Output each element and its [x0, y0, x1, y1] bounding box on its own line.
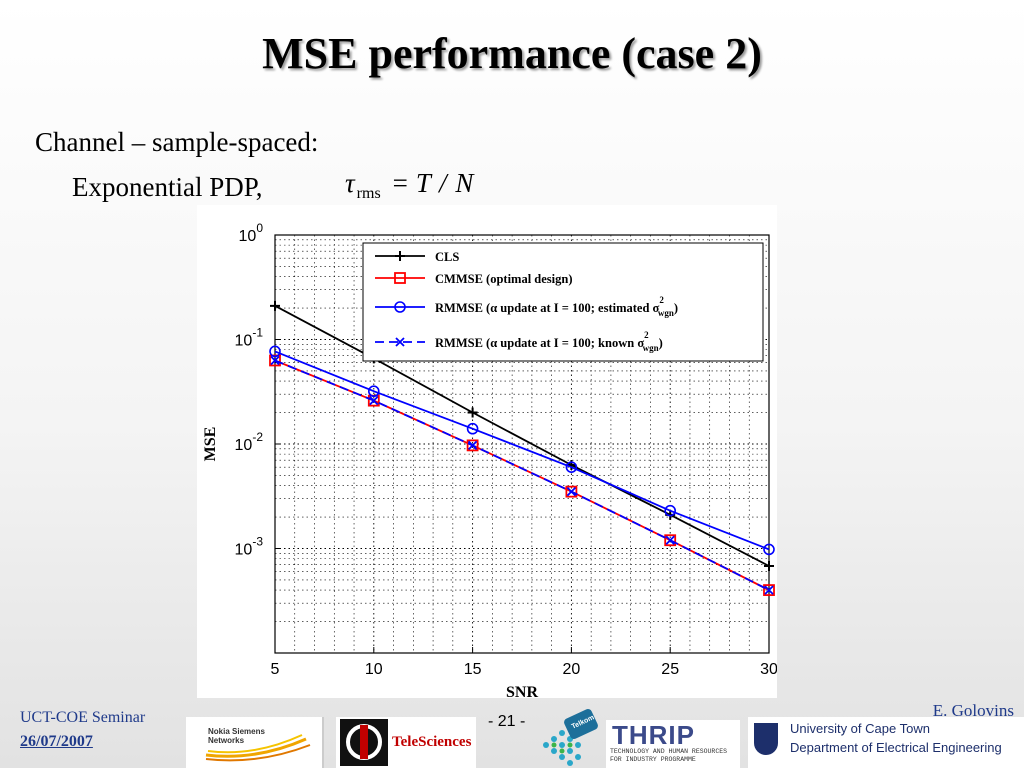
page-number: - 21 -	[488, 713, 526, 730]
y-tick-label: 10-2	[235, 430, 264, 454]
chart-svg: 5 10 15 20 25 30 10-3 10-2 10-1 100 SNR MSE CLS CMMSE…	[202, 221, 777, 698]
y-tick-label: 100	[239, 221, 264, 245]
telkom-logo: Telkom	[536, 705, 606, 768]
legend-box	[362, 242, 764, 362]
series-2-point	[664, 534, 677, 547]
telkom-diamond-icon	[543, 709, 598, 766]
series-4-point	[369, 395, 379, 406]
legend-label-2: CMMSE (optimal design)	[435, 272, 573, 286]
series-3-point	[466, 422, 479, 435]
series-line-4	[274, 359, 770, 591]
x-tick-label: 5	[271, 661, 280, 678]
nokia-swoosh-icon	[205, 734, 311, 762]
nokia-logo-text: Nokia Siemens Networks	[208, 727, 265, 745]
series-3-point	[269, 345, 281, 358]
mse-chart: 5 10 15 20 25 30 10-3 10-2 10-1 100 SNR MSE CLS CMMSE…	[197, 205, 777, 698]
series-3-point	[368, 385, 380, 398]
uct-university-name: University of Cape Town	[790, 721, 930, 736]
telesciences-logo-text: TeleSciences	[392, 734, 472, 750]
formula-equals: =	[392, 168, 408, 198]
legend-label-1: CLS	[435, 250, 459, 264]
slide-title: MSE performance (case 2)	[262, 29, 762, 78]
legend-marker-3	[394, 301, 406, 313]
uct-logo: University of Cape Town Department of El…	[748, 717, 1024, 768]
series-3-point	[565, 461, 578, 473]
series-4-point	[764, 585, 774, 595]
series-4-point	[270, 355, 280, 366]
tau-rms-formula: τ rms = T / N	[345, 168, 475, 202]
series-2-point	[466, 439, 479, 452]
telesciences-logo: TeleSciences	[336, 717, 476, 768]
legend-marker-1	[395, 251, 405, 261]
series-4-point	[467, 440, 478, 451]
thrip-logo-text: THRIP	[612, 720, 695, 750]
thrip-subtitle: TECHNOLOGY AND HUMAN RESOURCES FOR INDUS…	[610, 748, 728, 763]
footer-date[interactable]: 26/07/2007	[20, 733, 93, 750]
x-tick-label: 30	[760, 661, 777, 678]
uct-department-name: Department of Electrical Engineering	[790, 740, 1002, 755]
series-4-point	[665, 535, 675, 545]
telesciences-emblem-icon	[340, 719, 388, 766]
series-3-point	[664, 504, 677, 517]
series-2-point	[763, 584, 775, 596]
series-4-point	[566, 487, 577, 497]
bullet-pdp: Exponential PDP,	[72, 172, 263, 202]
legend-marker-4	[395, 337, 405, 347]
legend-label-3: RMMSE (α update at I = 100; estimated σ2…	[435, 295, 678, 318]
y-tick-label: 10-1	[235, 326, 264, 350]
legend-marker-2	[394, 272, 406, 284]
bullet-channel: Channel – sample-spaced:	[35, 127, 319, 157]
series-line-1	[274, 305, 770, 567]
legend-label-4: RMMSE (α update at I = 100; known σ2 wgn)	[435, 330, 663, 353]
series-3-point	[763, 543, 775, 556]
formula-subscript: rms	[356, 185, 381, 202]
series-2-point	[269, 354, 281, 367]
series-line-3	[274, 350, 770, 551]
nokia-siemens-logo: Nokia Siemens Networks	[186, 717, 324, 768]
series-1-point	[467, 407, 478, 418]
footer-seminar: UCT-COE Seminar	[20, 709, 146, 726]
series-1-point	[270, 300, 280, 311]
x-tick-label: 25	[661, 661, 679, 678]
y-axis-label: MSE	[202, 427, 219, 462]
y-tick-label: 10-3	[235, 535, 264, 559]
formula-symbol: τ	[345, 168, 355, 198]
series-2-point	[565, 485, 578, 498]
footer-author[interactable]: E. Golovins	[932, 701, 1014, 720]
thrip-logo: THRIP TECHNOLOGY AND HUMAN RESOURCES FOR…	[606, 720, 740, 768]
x-tick-label: 20	[563, 661, 581, 678]
formula-rhs: T / N	[415, 168, 475, 198]
x-axis-label: SNR	[506, 684, 538, 698]
x-tick-label: 10	[365, 661, 383, 678]
uct-crest-icon	[754, 723, 778, 755]
series-1-point	[764, 561, 774, 572]
x-tick-label: 15	[464, 661, 482, 678]
